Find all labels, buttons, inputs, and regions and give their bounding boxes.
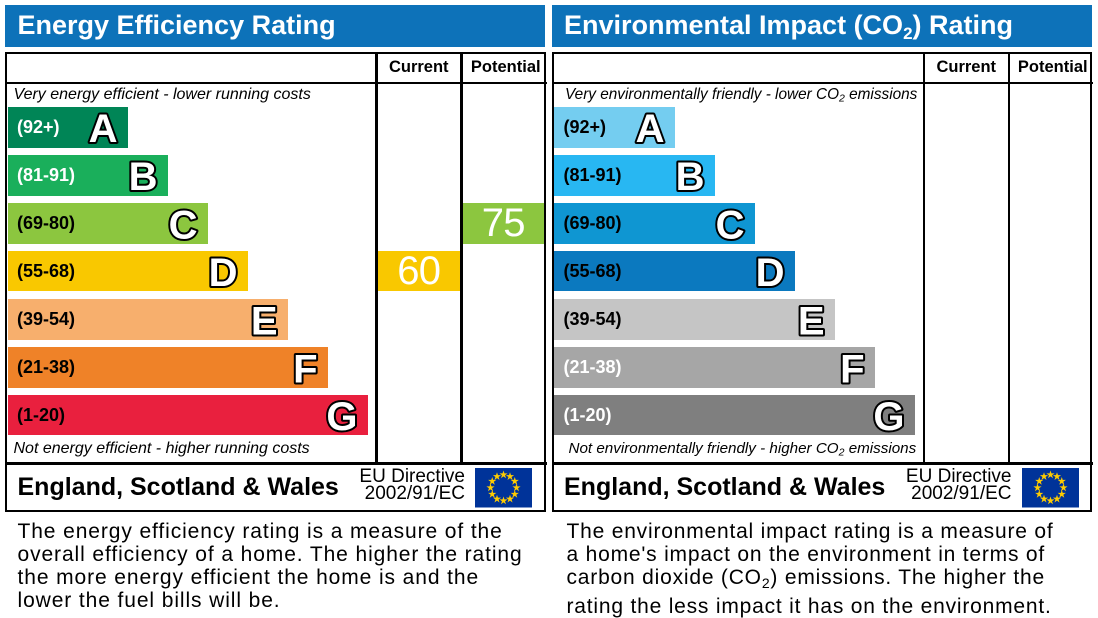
svg-text:C: C [169,204,198,245]
svg-text:B: B [129,155,158,196]
svg-text:G: G [327,395,358,435]
svg-text:A: A [89,107,118,148]
svg-text:E: E [251,299,278,340]
svg-text:E: E [798,299,825,340]
svg-text:A: A [635,107,664,148]
svg-text:D: D [209,251,238,292]
svg-text:C: C [715,204,744,245]
svg-text:F: F [840,347,864,388]
svg-text:F: F [293,347,317,388]
svg-text:B: B [675,155,704,196]
svg-text:G: G [873,395,904,435]
svg-text:D: D [755,251,784,292]
